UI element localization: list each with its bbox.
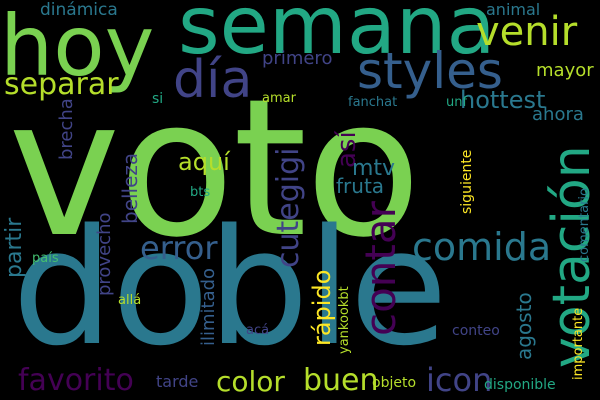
word-cutegigi: cutegigi [271,147,306,268]
word-separar: separar [4,67,119,102]
word-dinamica: dinámica [40,0,118,20]
word-partir: partir [2,217,27,278]
word-comida: comida [412,225,552,269]
word-styles: styles [357,42,503,100]
word-alla: allá [118,293,142,308]
word-color: color [216,365,285,398]
word-mayor: mayor [536,60,594,81]
word-objeto: objeto [372,375,417,391]
word-amar: amar [262,91,296,106]
word-icon: icon [426,361,493,399]
word-importante: importante [571,307,586,380]
word-animal: animal [486,0,541,19]
word-primero: primero [262,48,333,69]
word-hoy: hoy [0,0,155,95]
word-ilimitado: ilimitado [198,267,219,346]
word-brecha: brecha [56,98,77,160]
word-disponible: disponible [484,377,556,393]
word-comentario: comentario [577,188,592,262]
word-semana: semana [178,0,496,72]
word-dia: día [173,50,253,110]
word-conteo: conteo [452,323,500,339]
word-provecho: provecho [94,212,115,297]
word-voto: voto [8,58,421,279]
word-si: si [152,91,164,107]
word-mtv: mtv [352,156,396,181]
word-agosto: agosto [512,292,536,360]
word-aca: acá [246,323,270,338]
word-error: error [140,229,218,267]
word-ahora: ahora [532,104,584,125]
word-unf: unf [446,95,468,110]
word-tarde: tarde [156,372,199,391]
word-yankookbt: yankookbt [337,286,352,354]
word-siguiente: siguiente [459,149,475,214]
word-pais: país [32,251,59,266]
word-buen: buen [303,363,379,398]
word-bts: bts [190,185,211,200]
word-doble: doble [12,194,448,381]
word-hottest: hottest [460,86,546,114]
word-rapido: rápido [308,269,336,346]
word-belleza: belleza [118,152,142,224]
word-contar: contar [356,201,405,336]
word-venir: venir [476,9,578,55]
word-fruta: fruta [336,174,385,198]
word-aqui: aquí [178,148,230,176]
word-favorito: favorito [18,363,134,398]
word-fanchat: fanchat [348,95,398,110]
